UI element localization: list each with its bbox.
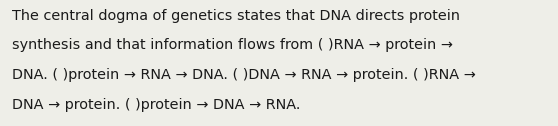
Text: synthesis and that information flows from ( )RNA → protein →: synthesis and that information flows fro… xyxy=(12,38,453,52)
Text: The central dogma of genetics states that DNA directs protein: The central dogma of genetics states tha… xyxy=(12,9,460,23)
Text: DNA. ( )protein → RNA → DNA. ( )DNA → RNA → protein. ( )RNA →: DNA. ( )protein → RNA → DNA. ( )DNA → RN… xyxy=(12,68,476,82)
Text: DNA → protein. ( )protein → DNA → RNA.: DNA → protein. ( )protein → DNA → RNA. xyxy=(12,98,301,112)
